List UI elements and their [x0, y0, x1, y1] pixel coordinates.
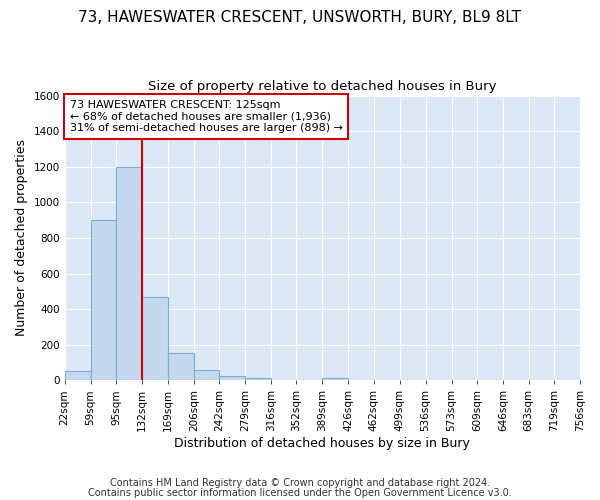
Bar [65, 372, 91, 380]
Bar [142, 296, 168, 380]
Text: Contains public sector information licensed under the Open Government Licence v3: Contains public sector information licen… [88, 488, 512, 498]
Bar [219, 376, 245, 380]
Bar [91, 220, 116, 380]
Text: Contains HM Land Registry data © Crown copyright and database right 2024.: Contains HM Land Registry data © Crown c… [110, 478, 490, 488]
Bar [322, 378, 349, 380]
Bar [116, 166, 142, 380]
Title: Size of property relative to detached houses in Bury: Size of property relative to detached ho… [148, 80, 497, 93]
Text: 73 HAWESWATER CRESCENT: 125sqm
← 68% of detached houses are smaller (1,936)
31% : 73 HAWESWATER CRESCENT: 125sqm ← 68% of … [70, 100, 343, 133]
Bar [245, 378, 271, 380]
Bar [194, 370, 219, 380]
X-axis label: Distribution of detached houses by size in Bury: Distribution of detached houses by size … [175, 437, 470, 450]
Y-axis label: Number of detached properties: Number of detached properties [15, 140, 28, 336]
Text: 73, HAWESWATER CRESCENT, UNSWORTH, BURY, BL9 8LT: 73, HAWESWATER CRESCENT, UNSWORTH, BURY,… [79, 10, 521, 25]
Bar [168, 352, 194, 380]
